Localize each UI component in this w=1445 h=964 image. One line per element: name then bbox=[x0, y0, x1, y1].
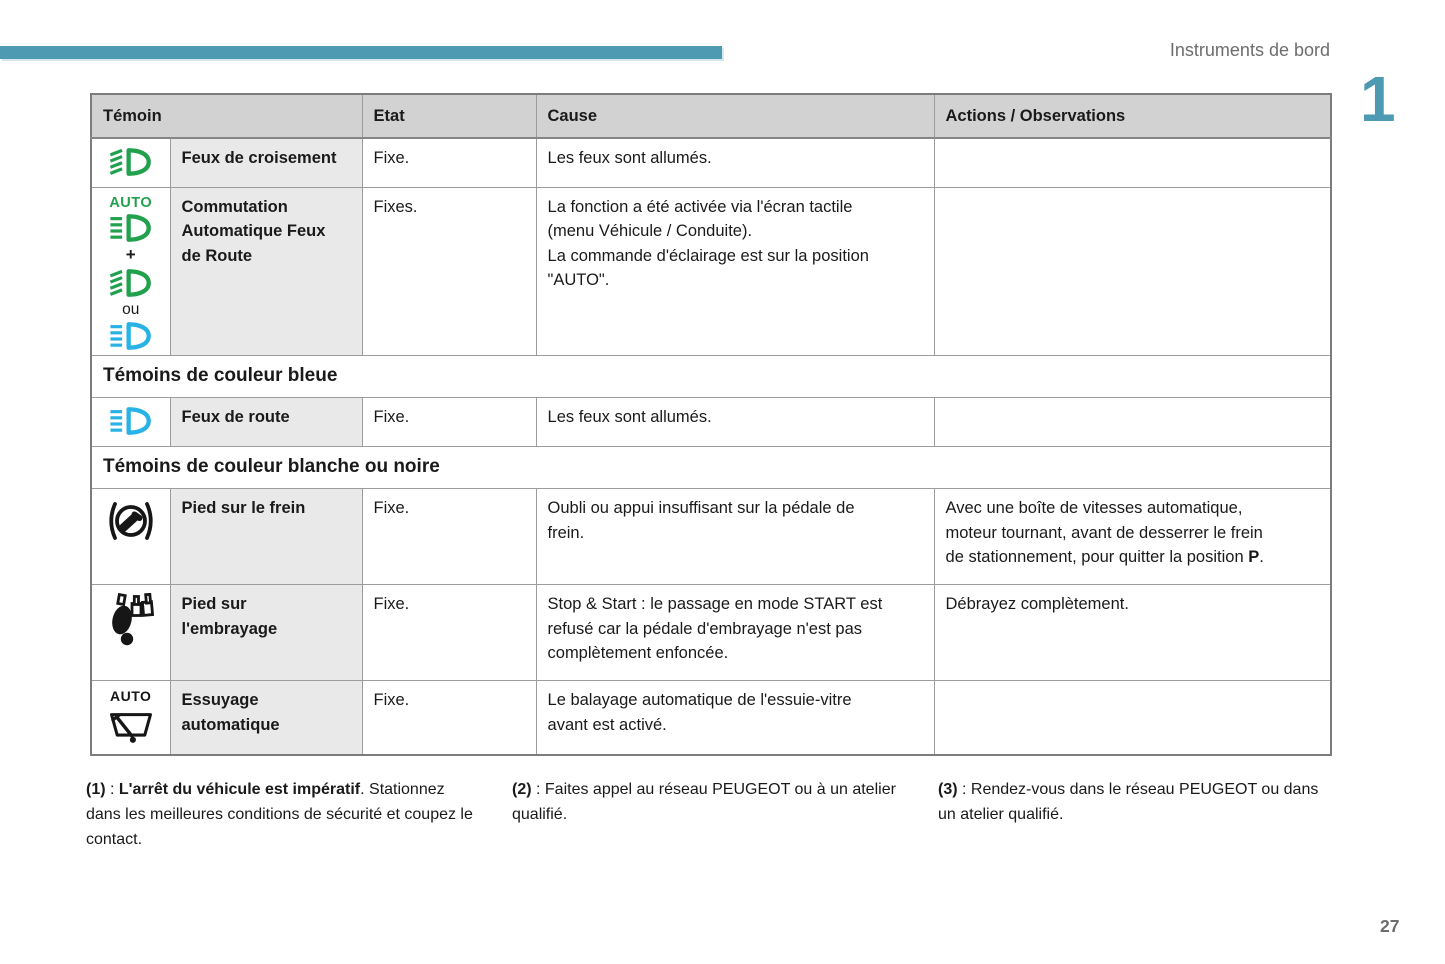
section-header-label: Témoins de couleur blanche ou noire bbox=[90, 446, 1332, 490]
cause-cell: Oubli ou appui insuffisant sur la pédale… bbox=[535, 488, 935, 586]
high-beam-headlight-icon bbox=[110, 214, 152, 243]
cause-cell: Stop & Start : le passage en mode START … bbox=[535, 584, 935, 682]
text-segment: : Faites appel au réseau PEUGEOT ou à un… bbox=[512, 781, 896, 823]
warning-lights-table: Témoin Etat Cause Actions / Observations… bbox=[90, 93, 1333, 756]
text-segment: . Stationnez dans les meilleures conditi… bbox=[86, 781, 473, 848]
table-header-row: Témoin Etat Cause Actions / Observations bbox=[90, 93, 1332, 139]
footnote-2: (2) : Faites appel au réseau PEUGEOT ou … bbox=[512, 777, 908, 852]
temoin-icon-cell bbox=[90, 137, 171, 188]
actions-cell: Avec une boîte de vitesses automatique, … bbox=[933, 488, 1332, 586]
low-beam-headlight-icon bbox=[110, 148, 152, 176]
actions-cell bbox=[933, 680, 1332, 756]
bold-text-segment: (2) bbox=[512, 781, 532, 798]
footnote-3: (3) : Rendez-vous dans le réseau PEUGEOT… bbox=[938, 777, 1334, 852]
actions-cell bbox=[933, 397, 1332, 448]
text-segment: . bbox=[1259, 548, 1264, 567]
col-header-etat: Etat bbox=[361, 93, 537, 139]
clutch-pedal-foot-icon bbox=[111, 593, 154, 646]
auto-mode-label: AUTO bbox=[109, 194, 153, 211]
windscreen-wiper-icon bbox=[109, 712, 152, 743]
table-row: Pied sur l'embrayage Fixe. Stop & Start : … bbox=[90, 584, 1332, 682]
temoin-label: Pied sur le frein bbox=[169, 488, 363, 586]
table-row: Pied sur le frein Fixe. Oubli ou appui ins… bbox=[90, 488, 1332, 586]
icon-joiner-text: + bbox=[125, 245, 136, 265]
cause-cell: Les feux sont allumés. bbox=[535, 137, 935, 188]
high-beam-headlight-icon bbox=[110, 322, 152, 351]
bold-text-segment: P bbox=[1248, 548, 1260, 567]
chapter-number-tab: 1 bbox=[1360, 63, 1396, 135]
temoin-label: Feux de route bbox=[169, 397, 363, 448]
temoin-icon-cell bbox=[90, 488, 171, 586]
page-number: 27 bbox=[1380, 916, 1400, 936]
warning-lights-table-wrap: Témoin Etat Cause Actions / Observations… bbox=[90, 93, 1333, 756]
etat-cell: Fixe. bbox=[361, 137, 537, 188]
col-header-temoin: Témoin bbox=[90, 93, 363, 139]
bold-text-segment: L'arrêt du véhicule est impératif bbox=[118, 781, 361, 798]
section-header-row: Témoins de couleur blanche ou noire bbox=[90, 446, 1332, 490]
etat-cell: Fixes. bbox=[361, 186, 537, 357]
bold-text-segment: (1) bbox=[86, 781, 106, 798]
icon-joiner-text: ou bbox=[122, 301, 140, 319]
text-segment: : Rendez-vous dans le réseau PEUGEOT ou … bbox=[938, 781, 1319, 823]
temoin-icon-cell: AUTO bbox=[90, 680, 171, 756]
etat-cell: Fixe. bbox=[361, 584, 537, 682]
actions-cell bbox=[933, 186, 1332, 357]
actions-cell bbox=[933, 137, 1332, 188]
etat-cell: Fixe. bbox=[361, 397, 537, 448]
brake-pedal-foot-icon bbox=[109, 502, 153, 541]
col-header-actions: Actions / Observations bbox=[933, 93, 1332, 139]
footnotes: (1) : L'arrêt du véhicule est impératif.… bbox=[86, 777, 1364, 852]
temoin-icon-cell: AUTO + ou bbox=[90, 186, 171, 357]
table-row: AUTO Essuyage automatique Fixe. Le balayag… bbox=[90, 680, 1332, 756]
table-row: Feux de croisement Fixe. Les feux sont all… bbox=[90, 137, 1332, 188]
table-row: AUTO + ou Commutation Automatique Feux de R… bbox=[90, 186, 1332, 357]
temoin-icon-cell bbox=[90, 584, 171, 682]
cause-cell: Les feux sont allumés. bbox=[535, 397, 935, 448]
section-header-row: Témoins de couleur bleue bbox=[90, 355, 1332, 399]
header-accent-bar bbox=[0, 46, 722, 59]
temoin-label: Feux de croisement bbox=[169, 137, 363, 188]
temoin-label: Commutation Automatique Feux de Route bbox=[169, 186, 363, 357]
cause-cell: Le balayage automatique de l'essuie-vitr… bbox=[535, 680, 935, 756]
col-header-cause: Cause bbox=[535, 93, 935, 139]
temoin-label: Essuyage automatique bbox=[169, 680, 363, 756]
text-segment: Avec une boîte de vitesses automatique, … bbox=[945, 499, 1263, 567]
text-segment: : bbox=[105, 781, 119, 798]
cause-cell: La fonction a été activée via l'écran ta… bbox=[535, 186, 935, 357]
high-beam-headlight-icon bbox=[110, 407, 152, 436]
etat-cell: Fixe. bbox=[361, 488, 537, 586]
footnote-1: (1) : L'arrêt du véhicule est impératif.… bbox=[86, 777, 482, 852]
auto-mode-label: AUTO bbox=[110, 688, 152, 705]
low-beam-headlight-icon bbox=[110, 269, 152, 297]
actions-cell: Débrayez complètement. bbox=[933, 584, 1332, 682]
etat-cell: Fixe. bbox=[361, 680, 537, 756]
table-row: Feux de route Fixe. Les feux sont allumés. bbox=[90, 397, 1332, 448]
temoin-icon-cell bbox=[90, 397, 171, 448]
section-header-label: Témoins de couleur bleue bbox=[90, 355, 1332, 399]
page-header-title: Instruments de bord bbox=[1169, 40, 1330, 60]
temoin-label: Pied sur l'embrayage bbox=[169, 584, 363, 682]
bold-text-segment: (3) bbox=[938, 781, 958, 798]
